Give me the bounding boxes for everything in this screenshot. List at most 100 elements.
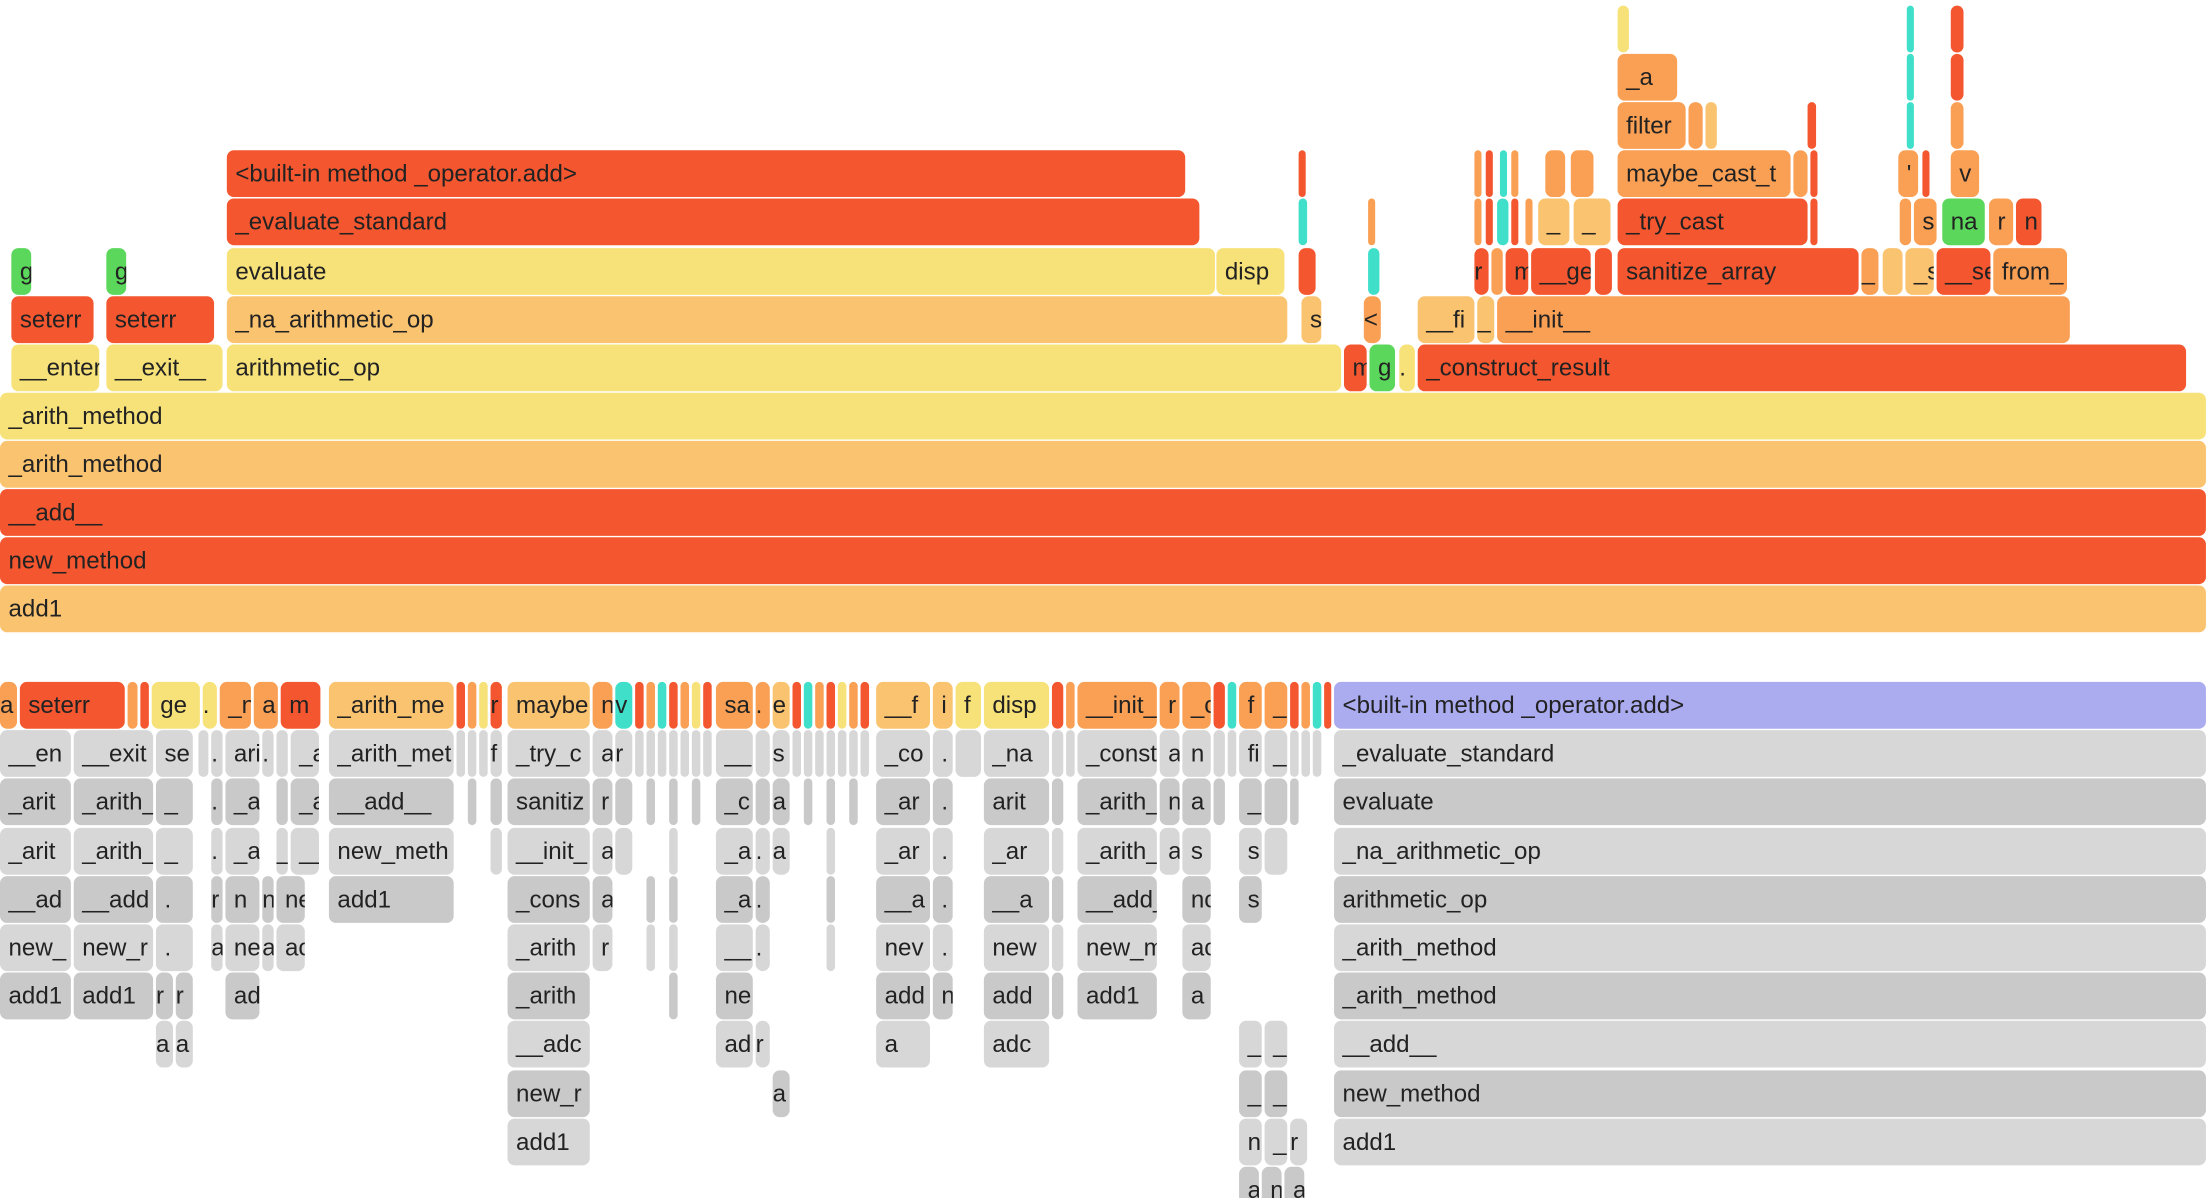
flame-frame[interactable]: __ — [715, 730, 753, 778]
flame-frame-sliver[interactable] — [826, 778, 836, 826]
flame-frame[interactable]: e — [772, 681, 790, 729]
flame-frame-sliver[interactable] — [1290, 730, 1299, 778]
flame-frame[interactable]: . — [932, 875, 953, 923]
flame-frame[interactable]: s — [1239, 827, 1262, 875]
flame-frame[interactable]: _try_c — [507, 730, 590, 778]
flame-frame[interactable]: v — [1950, 150, 1980, 198]
flame-frame-sliver[interactable] — [1950, 102, 1964, 150]
flame-frame-sliver[interactable] — [1324, 681, 1332, 729]
flame-frame[interactable]: r — [592, 924, 613, 972]
flame-frame-sliver[interactable] — [1298, 150, 1306, 198]
flame-frame-sliver[interactable] — [669, 730, 678, 778]
flame-frame[interactable]: _na — [983, 730, 1050, 778]
flame-frame[interactable]: __ — [290, 827, 319, 875]
flame-frame-sliver[interactable] — [127, 681, 138, 729]
flame-frame-sliver[interactable] — [691, 681, 701, 729]
flame-frame[interactable]: ari — [225, 730, 260, 778]
flame-frame[interactable]: filter — [1617, 102, 1686, 150]
flame-frame[interactable]: disp — [1216, 247, 1285, 295]
flame-frame[interactable]: a — [1159, 827, 1180, 875]
flame-frame[interactable]: . — [932, 827, 953, 875]
flame-frame[interactable]: _ar — [983, 827, 1050, 875]
flame-frame[interactable]: evaluate — [1334, 778, 2206, 826]
flame-frame-sliver[interactable] — [1485, 150, 1493, 198]
flame-frame[interactable]: i — [932, 681, 953, 729]
flame-frame[interactable]: __add — [73, 875, 154, 923]
flame-frame[interactable]: _ — [1264, 1118, 1288, 1166]
flame-frame[interactable]: __add__ — [1334, 1021, 2206, 1069]
flame-frame-sliver[interactable] — [803, 778, 813, 826]
flame-frame-sliver[interactable] — [1485, 199, 1493, 246]
flame-frame-sliver[interactable] — [837, 730, 847, 778]
flame-frame[interactable]: _arith_me — [328, 681, 454, 729]
flame-frame[interactable]: r — [615, 730, 633, 778]
flame-frame[interactable]: _c — [1182, 681, 1211, 729]
flame-frame[interactable]: new_r — [507, 1069, 590, 1117]
flame-frame[interactable]: _arit — [0, 778, 71, 826]
flame-frame[interactable]: sanitiz — [507, 778, 590, 826]
flame-frame-sliver[interactable] — [669, 681, 678, 729]
flame-frame[interactable]: . — [211, 827, 223, 875]
flame-frame[interactable]: a — [155, 1021, 173, 1069]
flame-frame[interactable]: _ — [1264, 681, 1288, 729]
flame-frame[interactable]: ne — [225, 924, 260, 972]
flame-frame[interactable]: a — [262, 924, 274, 972]
flame-frame[interactable]: r — [1290, 1118, 1308, 1166]
flame-frame-sliver[interactable] — [1264, 778, 1288, 826]
flame-frame[interactable]: <built-in method _operator.add> — [1334, 681, 2206, 729]
flame-frame[interactable]: __ — [715, 924, 753, 972]
flame-frame[interactable]: add — [876, 972, 931, 1020]
flame-frame[interactable]: _ — [1239, 1021, 1262, 1069]
flame-frame[interactable]: r — [1989, 199, 2014, 246]
flame-frame[interactable]: . — [755, 681, 770, 729]
flame-frame-sliver[interactable] — [826, 875, 836, 923]
flame-frame[interactable]: _n — [219, 681, 251, 729]
flame-frame[interactable]: _arith_method — [1334, 924, 2206, 972]
flame-frame[interactable]: __en — [0, 730, 71, 778]
flame-frame[interactable]: _arith_met — [328, 730, 454, 778]
flame-frame[interactable]: maybe — [507, 681, 590, 729]
flame-frame-sliver[interactable] — [467, 778, 477, 826]
flame-frame-sliver[interactable] — [826, 924, 836, 972]
flame-frame-sliver[interactable] — [669, 972, 678, 1020]
flame-frame[interactable]: _m — [1239, 778, 1262, 826]
flame-frame[interactable]: ac — [1182, 924, 1211, 972]
flame-frame[interactable]: _evaluate_standard — [1334, 730, 2206, 778]
flame-frame[interactable]: __adc — [507, 1021, 590, 1069]
flame-frame-sliver[interactable] — [490, 778, 502, 826]
flame-frame[interactable]: n — [1159, 778, 1180, 826]
flame-frame-sliver[interactable] — [646, 681, 655, 729]
flame-frame[interactable]: a — [592, 827, 613, 875]
flame-frame[interactable]: < — [1363, 295, 1381, 343]
flame-frame-sliver[interactable] — [140, 681, 149, 729]
flame-frame[interactable]: r — [1159, 681, 1180, 729]
flame-frame[interactable]: n — [225, 875, 260, 923]
flame-frame-sliver[interactable] — [680, 681, 690, 729]
flame-frame[interactable]: arithmetic_op — [226, 344, 1342, 391]
flame-frame-sliver[interactable] — [803, 681, 813, 729]
flame-frame-sliver[interactable] — [955, 730, 982, 778]
flame-frame[interactable]: v — [615, 681, 633, 729]
flame-frame[interactable]: a — [876, 1021, 931, 1069]
flame-frame-sliver[interactable] — [703, 681, 712, 729]
flame-frame[interactable]: _construct_result — [1417, 344, 2187, 391]
flame-frame-sliver[interactable] — [1570, 150, 1594, 198]
flame-frame-sliver[interactable] — [1368, 247, 1380, 295]
flame-frame[interactable]: na — [1942, 199, 1985, 246]
flame-frame[interactable]: fi — [1239, 730, 1262, 778]
flame-frame-sliver[interactable] — [635, 730, 644, 778]
flame-frame[interactable]: __init_ — [1077, 681, 1157, 729]
flame-frame[interactable]: r — [175, 972, 193, 1020]
flame-frame-sliver[interactable] — [479, 730, 488, 778]
flame-frame[interactable]: _ — [1477, 295, 1495, 343]
flame-frame[interactable]: a — [772, 778, 790, 826]
flame-frame[interactable]: ne — [715, 972, 753, 1020]
flame-frame[interactable]: ad — [715, 1021, 753, 1069]
flame-frame-sliver[interactable] — [1051, 778, 1064, 826]
flame-frame[interactable]: . — [262, 730, 274, 778]
flame-frame-sliver[interactable] — [1298, 199, 1308, 246]
flame-frame[interactable]: adc — [983, 1021, 1050, 1069]
flame-frame[interactable]: . — [932, 924, 953, 972]
flame-frame-sliver[interactable] — [837, 681, 847, 729]
flame-frame-sliver[interactable] — [849, 778, 858, 826]
